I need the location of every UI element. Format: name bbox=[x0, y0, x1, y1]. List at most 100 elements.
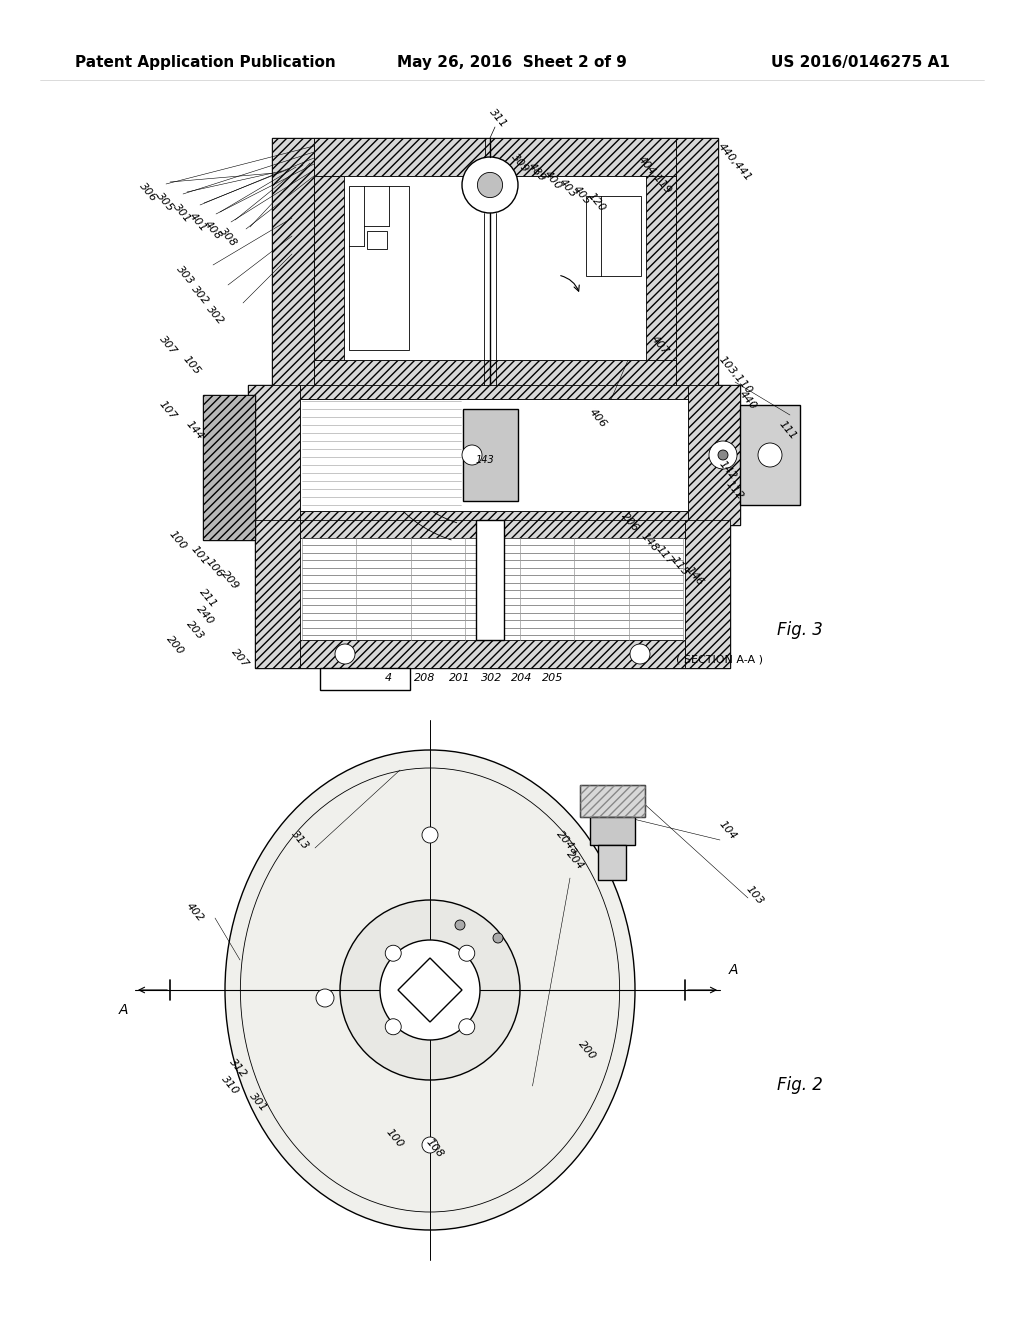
Text: 209: 209 bbox=[219, 569, 241, 591]
Text: A: A bbox=[728, 964, 737, 977]
Circle shape bbox=[758, 444, 782, 467]
Text: 205: 205 bbox=[543, 673, 563, 682]
Bar bbox=[349, 186, 409, 350]
Text: 204: 204 bbox=[564, 849, 586, 871]
Ellipse shape bbox=[225, 750, 635, 1230]
Bar bbox=[314, 360, 676, 389]
Text: 302: 302 bbox=[481, 673, 503, 682]
Text: 111: 111 bbox=[777, 418, 799, 441]
Bar bbox=[685, 520, 730, 668]
Bar bbox=[272, 139, 314, 389]
Text: 112: 112 bbox=[724, 479, 745, 502]
Circle shape bbox=[455, 920, 465, 931]
Text: 103: 103 bbox=[744, 883, 766, 907]
Text: 144: 144 bbox=[184, 418, 206, 441]
Text: 302: 302 bbox=[205, 304, 225, 326]
Bar bbox=[272, 139, 718, 389]
Text: 400: 400 bbox=[543, 169, 563, 191]
Text: 146: 146 bbox=[684, 565, 706, 587]
Circle shape bbox=[422, 828, 438, 843]
Text: 142: 142 bbox=[717, 458, 738, 482]
Text: 206: 206 bbox=[620, 511, 641, 533]
Polygon shape bbox=[398, 958, 462, 1022]
Bar bbox=[580, 785, 645, 817]
Text: Fig. 2: Fig. 2 bbox=[777, 1076, 823, 1094]
Text: 303: 303 bbox=[174, 264, 196, 286]
Bar bbox=[676, 139, 718, 389]
Text: 117: 117 bbox=[654, 544, 676, 566]
Bar bbox=[203, 395, 255, 540]
Bar bbox=[300, 399, 688, 511]
Text: 310: 310 bbox=[219, 1073, 241, 1097]
Text: 404,119: 404,119 bbox=[636, 154, 674, 195]
Text: 120: 120 bbox=[587, 190, 607, 214]
Circle shape bbox=[462, 157, 518, 213]
Bar bbox=[463, 409, 518, 502]
Text: 306: 306 bbox=[137, 181, 159, 203]
Text: 403: 403 bbox=[557, 177, 579, 199]
Circle shape bbox=[316, 989, 334, 1007]
Text: 301: 301 bbox=[248, 1090, 268, 1113]
Bar bbox=[314, 176, 676, 360]
Text: 207: 207 bbox=[229, 647, 251, 669]
Text: 104: 104 bbox=[717, 818, 738, 841]
Bar bbox=[255, 520, 300, 668]
Text: 148: 148 bbox=[639, 531, 660, 553]
Bar bbox=[314, 139, 676, 176]
Text: 407: 407 bbox=[649, 334, 671, 356]
Text: A: A bbox=[118, 1003, 128, 1016]
Text: 105: 105 bbox=[181, 354, 203, 376]
Text: 200: 200 bbox=[164, 634, 185, 656]
Text: 100: 100 bbox=[384, 1126, 406, 1150]
Bar bbox=[255, 520, 730, 668]
Text: 489: 489 bbox=[526, 161, 548, 183]
Bar bbox=[688, 385, 740, 525]
Bar bbox=[586, 195, 641, 276]
Text: Patent Application Publication: Patent Application Publication bbox=[75, 54, 336, 70]
Text: Fig. 3: Fig. 3 bbox=[777, 620, 823, 639]
Text: 211: 211 bbox=[198, 586, 219, 610]
Text: 402: 402 bbox=[184, 900, 206, 924]
Text: 406: 406 bbox=[588, 407, 608, 429]
Text: 203: 203 bbox=[184, 619, 206, 642]
Text: 208: 208 bbox=[415, 673, 435, 682]
Circle shape bbox=[422, 1137, 438, 1152]
Bar bbox=[300, 511, 688, 525]
Text: 107: 107 bbox=[158, 399, 179, 421]
Text: 115: 115 bbox=[670, 554, 691, 577]
Text: 401: 401 bbox=[187, 211, 209, 234]
Circle shape bbox=[709, 441, 737, 469]
Text: 108: 108 bbox=[424, 1137, 445, 1159]
Circle shape bbox=[718, 450, 728, 459]
Text: 301: 301 bbox=[171, 202, 193, 224]
Bar bbox=[300, 520, 685, 539]
Bar bbox=[319, 668, 410, 690]
Bar bbox=[580, 785, 645, 817]
Text: 302: 302 bbox=[189, 284, 211, 306]
Bar bbox=[203, 395, 255, 540]
Text: 143: 143 bbox=[475, 454, 495, 465]
Text: 4: 4 bbox=[384, 673, 391, 682]
Text: 307: 307 bbox=[158, 334, 179, 356]
Bar bbox=[248, 385, 300, 525]
Circle shape bbox=[459, 945, 475, 961]
Bar bbox=[646, 176, 676, 360]
Text: 204a: 204a bbox=[554, 829, 580, 857]
Text: 311: 311 bbox=[487, 107, 509, 129]
Circle shape bbox=[630, 644, 650, 664]
Text: 440,441: 440,441 bbox=[717, 141, 754, 183]
Text: 309: 309 bbox=[509, 152, 530, 174]
Bar bbox=[367, 231, 387, 249]
Text: 101: 101 bbox=[189, 544, 211, 566]
Text: 405: 405 bbox=[571, 183, 593, 206]
Circle shape bbox=[459, 1019, 475, 1035]
Circle shape bbox=[385, 1019, 401, 1035]
Ellipse shape bbox=[340, 900, 520, 1080]
Circle shape bbox=[477, 173, 503, 198]
Bar bbox=[590, 817, 635, 845]
Circle shape bbox=[385, 945, 401, 961]
Bar bbox=[314, 176, 344, 360]
Bar bbox=[248, 385, 740, 525]
Text: US 2016/0146275 A1: US 2016/0146275 A1 bbox=[771, 54, 950, 70]
Text: 308: 308 bbox=[217, 226, 239, 248]
